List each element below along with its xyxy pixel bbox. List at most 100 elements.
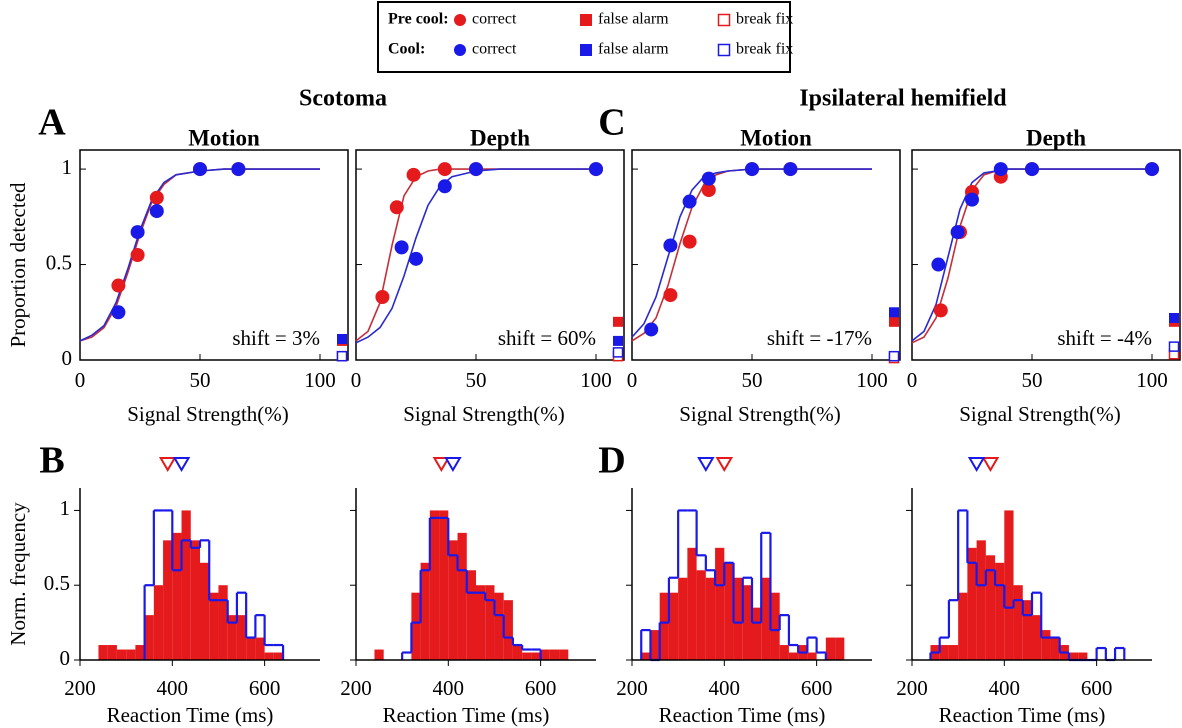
legend-marker [580, 14, 592, 26]
plot-box [355, 149, 625, 361]
x-axis-label: Signal Strength(%) [127, 402, 289, 426]
legend-entry: false alarm [598, 41, 669, 58]
data-point [437, 179, 452, 194]
data-point [783, 162, 798, 177]
y-tick-label: 0 [60, 646, 71, 670]
x-tick-label: 100 [856, 368, 888, 392]
x-tick-label: 0 [907, 368, 918, 392]
histogram-bar [448, 540, 458, 660]
data-point [389, 200, 404, 215]
data-point [111, 305, 126, 320]
histogram-bar [668, 592, 679, 660]
histogram-bar [835, 637, 845, 660]
legend-entry: correct [472, 11, 517, 28]
group-title: Scotoma [299, 86, 387, 112]
fit-curve [355, 168, 596, 344]
subplot-title: Depth [1026, 125, 1086, 150]
false-alarm-marker [889, 316, 899, 327]
histogram-bar [273, 652, 284, 660]
legend-marker [454, 44, 466, 56]
x-tick-label: 50 [190, 368, 211, 392]
histogram-bar [761, 577, 771, 660]
x-axis-label: Signal Strength(%) [403, 402, 565, 426]
plot-box [79, 149, 349, 361]
histogram-bar [485, 585, 495, 660]
histogram-bar [494, 592, 504, 660]
x-axis-label: Reaction Time (ms) [107, 703, 274, 727]
y-tick-label: 0 [62, 346, 73, 370]
legend-marker [717, 43, 731, 57]
subplot-title: Depth [470, 125, 530, 150]
histogram-bar [1068, 652, 1079, 660]
false-alarm-marker [337, 334, 347, 344]
histogram-bar [457, 532, 467, 660]
false-alarm-marker [1169, 313, 1179, 323]
x-tick-label: 50 [1022, 368, 1043, 392]
histogram-bar [476, 585, 486, 660]
annotation: shift = 3% [232, 326, 320, 350]
plot-box [631, 149, 901, 361]
histogram-bar [1041, 630, 1051, 660]
panel-label: C [598, 102, 625, 144]
data-point [1145, 162, 1159, 177]
data-point [375, 290, 390, 304]
data-point [993, 162, 1008, 177]
x-axis-label: Reaction Time (ms) [659, 703, 826, 727]
histogram-bar [153, 585, 164, 660]
data-point [682, 234, 697, 249]
subplot-title: Motion [188, 125, 260, 150]
histogram-bar [641, 652, 651, 660]
legend-label: Cool: [388, 41, 425, 58]
y-axis-label: Norm. frequency [6, 502, 30, 646]
panel-label: D [598, 440, 625, 482]
y-tick-label: 0.5 [46, 250, 72, 274]
histogram-bar [696, 570, 706, 660]
histogram-bar [995, 562, 1005, 660]
histogram-bar [411, 592, 421, 660]
data-point [130, 248, 145, 262]
plot-box [911, 149, 1181, 361]
histogram-bar [1050, 637, 1060, 660]
fit-curve [911, 168, 1152, 342]
data-point [130, 225, 145, 240]
histogram-bar [1032, 615, 1042, 660]
x-tick-label: 200 [340, 676, 372, 700]
data-point [469, 162, 483, 177]
legend-entry: false alarm [598, 11, 669, 28]
x-axis-label: Reaction Time (ms) [383, 703, 550, 727]
x-tick-label: 600 [525, 676, 557, 700]
histogram-bar [752, 607, 762, 660]
histogram-bar [429, 510, 440, 660]
data-point [409, 251, 423, 266]
histogram-bar [650, 630, 660, 660]
histogram-bar [1004, 510, 1014, 660]
annotation: shift = 60% [498, 326, 596, 350]
x-axis-label: Signal Strength(%) [679, 402, 841, 426]
x-tick-label: 600 [249, 676, 281, 700]
mean-marker [172, 457, 191, 472]
mean-marker [697, 457, 715, 472]
x-tick-label: 200 [896, 676, 928, 700]
data-point [701, 183, 716, 198]
data-point [682, 194, 697, 209]
histogram-bar [825, 637, 836, 660]
group-title: Ipsilateral hemifield [799, 86, 1007, 112]
histogram-bar [549, 649, 560, 660]
subplot-title: Motion [740, 125, 812, 150]
fit-curve [631, 168, 872, 338]
data-point [701, 171, 716, 186]
data-point [437, 162, 452, 177]
legend-entry: correct [472, 41, 517, 58]
histogram-bar [985, 555, 996, 660]
data-point [950, 225, 965, 240]
histogram-bar [807, 652, 817, 660]
histogram-bar [181, 510, 191, 660]
legend-marker [717, 13, 731, 27]
false-alarm-marker [889, 307, 899, 318]
x-tick-label: 600 [801, 676, 833, 700]
data-point [663, 288, 678, 303]
histogram-bar [678, 577, 688, 660]
histogram-bar [374, 649, 384, 660]
legend-label: Pre cool: [388, 11, 449, 28]
